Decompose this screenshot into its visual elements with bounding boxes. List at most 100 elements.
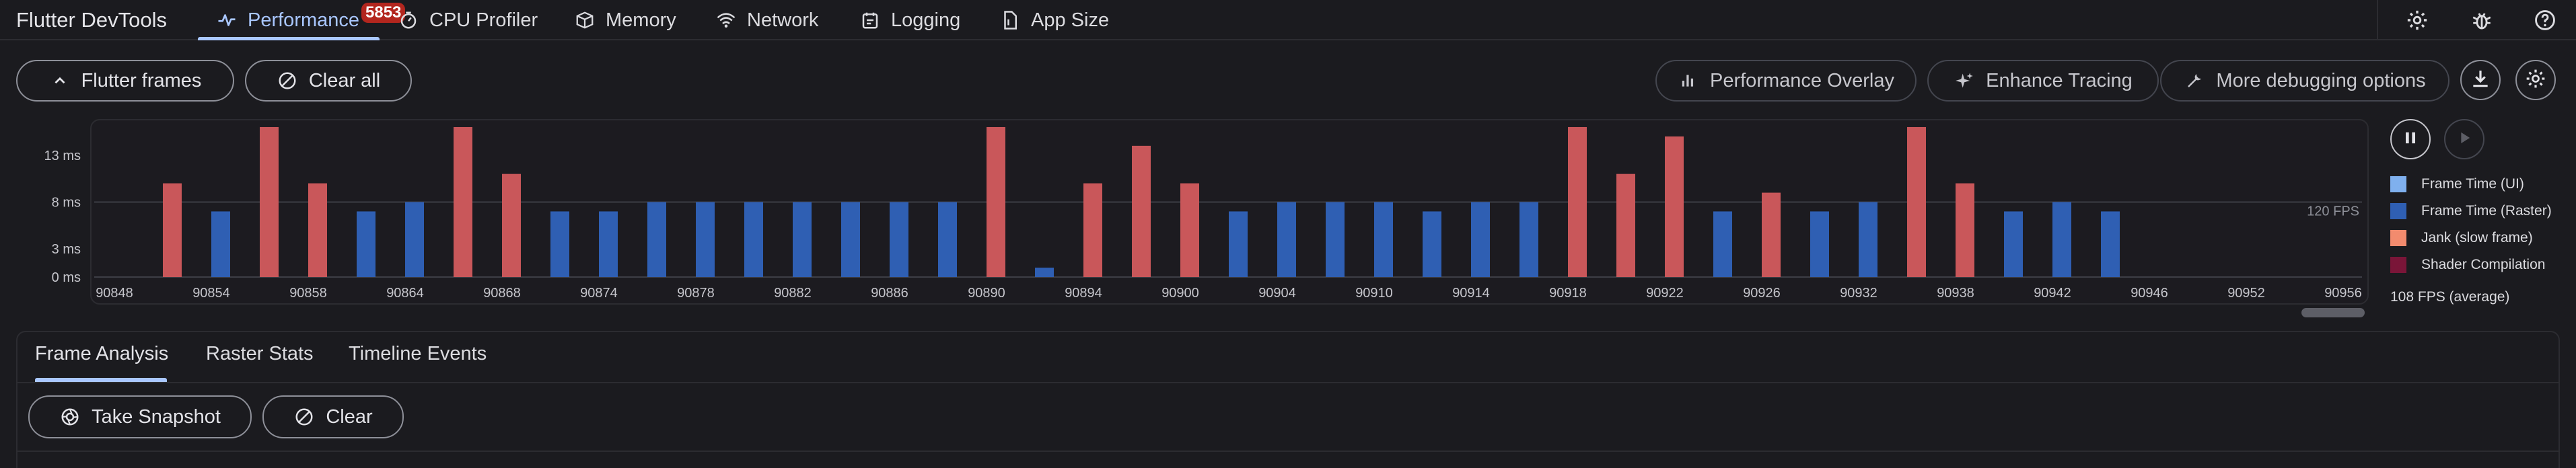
- jank-frame-bar: [1568, 126, 1587, 277]
- resume-button[interactable]: [2444, 119, 2484, 159]
- x-tick-label: 90900: [1161, 286, 1199, 301]
- legend-label: Jank (slow frame): [2421, 230, 2533, 245]
- chart-scrollbar[interactable]: [2301, 308, 2365, 317]
- bug-icon[interactable]: [2468, 7, 2495, 34]
- tab-performance[interactable]: Performance: [215, 0, 359, 40]
- x-tick-label: 90918: [1549, 286, 1587, 301]
- chart-settings-button[interactable]: [2515, 60, 2556, 100]
- x-tick-label: 90858: [289, 286, 327, 301]
- block-icon: [277, 70, 298, 91]
- tab-raster-stats[interactable]: Raster Stats: [206, 343, 314, 364]
- tab-timeline-events[interactable]: Timeline Events: [349, 343, 487, 364]
- y-tick-label: 13 ms: [44, 149, 81, 163]
- frame-bar: [1326, 202, 1345, 277]
- pause-icon: [2401, 128, 2420, 151]
- frame-bar: [1859, 202, 1877, 277]
- x-tick-label: 90878: [677, 286, 715, 301]
- x-tick-label: 90914: [1452, 286, 1490, 301]
- jank-frame-bar: [260, 126, 279, 277]
- legend-swatch: [2390, 176, 2406, 192]
- enhance-tracing-label: Enhance Tracing: [1986, 69, 2133, 91]
- frames-chart: 13 ms 8 ms 3 ms 0 ms 120 FPS 90848 90854 90858 9…: [44, 126, 2362, 301]
- legend-swatch: [2390, 257, 2406, 273]
- timer-icon: [397, 9, 420, 32]
- jank-frame-bar: [1907, 126, 1926, 277]
- flutter-frames-label: Flutter frames: [81, 69, 202, 91]
- frame-bar: [1229, 211, 1248, 277]
- x-tick-label: 90854: [192, 286, 230, 301]
- frame-bar: [1277, 202, 1296, 277]
- x-tick-label: 90886: [871, 286, 908, 301]
- take-snapshot-button[interactable]: Take Snapshot: [28, 395, 252, 438]
- pause-button[interactable]: [2390, 119, 2431, 159]
- jank-frame-bar: [1762, 192, 1781, 277]
- x-tick-label: 90848: [96, 286, 133, 301]
- y-tick-label: 0 ms: [52, 270, 81, 285]
- frame-bar: [1374, 202, 1393, 277]
- frame-bar: [2052, 202, 2071, 277]
- frame-bar: [2004, 211, 2023, 277]
- tab-app-size[interactable]: App Size: [999, 0, 1109, 40]
- frame-bar: [1035, 268, 1054, 277]
- performance-badge: 5853: [361, 3, 406, 23]
- legend-label: Frame Time (UI): [2421, 176, 2524, 192]
- tab-label: Network: [747, 9, 819, 31]
- performance-overlay-button[interactable]: Performance Overlay: [1655, 60, 1917, 102]
- jank-frame-bar: [1956, 183, 1974, 277]
- settings-icon[interactable]: [2404, 7, 2431, 34]
- more-debugging-options-button[interactable]: More debugging options: [2160, 60, 2449, 102]
- chevron-up-icon: [49, 70, 71, 91]
- tab-logging[interactable]: Logging: [859, 0, 960, 40]
- frame-analysis-panel: [16, 331, 2560, 468]
- x-tick-label: 90894: [1065, 286, 1102, 301]
- divider: [17, 382, 2559, 383]
- tab-label: Performance: [248, 9, 360, 31]
- clear-button[interactable]: Clear: [262, 395, 404, 438]
- frame-bar: [1713, 211, 1732, 277]
- export-button[interactable]: [2460, 60, 2501, 100]
- jank-frame-bar: [987, 126, 1005, 277]
- frame-bar: [793, 202, 812, 277]
- tab-label: Logging: [891, 9, 961, 31]
- jank-frame-bar: [1132, 145, 1151, 277]
- tab-network[interactable]: Network: [715, 0, 818, 40]
- clear-all-label: Clear all: [308, 69, 381, 91]
- performance-overlay-label: Performance Overlay: [1710, 69, 1894, 91]
- tab-cpu-profiler[interactable]: CPU Profiler: [397, 0, 538, 40]
- divider: [17, 451, 2559, 452]
- clear-all-button[interactable]: Clear all: [245, 60, 412, 102]
- frame-bar: [938, 202, 957, 277]
- bar-chart-icon: [1678, 70, 1699, 91]
- x-tick-label: 90868: [483, 286, 521, 301]
- help-icon[interactable]: [2532, 7, 2559, 34]
- frame-bar: [357, 211, 375, 277]
- frame-bar: [696, 202, 715, 277]
- active-tab-indicator: [198, 37, 380, 40]
- x-tick-label: 90904: [1258, 286, 1296, 301]
- tab-frame-analysis[interactable]: Frame Analysis: [35, 343, 169, 364]
- x-tick-label: 90926: [1743, 286, 1781, 301]
- clear-label: Clear: [326, 405, 373, 428]
- jank-frame-bar: [1665, 136, 1684, 277]
- legend-swatch: [2390, 230, 2406, 246]
- frame-bar: [1423, 211, 1441, 277]
- frame-bar: [744, 202, 763, 277]
- legend-label: Frame Time (Raster): [2421, 203, 2552, 219]
- enhance-tracing-button[interactable]: Enhance Tracing: [1927, 60, 2159, 102]
- tab-memory[interactable]: Memory: [573, 0, 676, 40]
- x-tick-label: 90864: [386, 286, 424, 301]
- logging-icon: [859, 9, 882, 32]
- jank-frame-bar: [454, 126, 472, 277]
- download-icon: [2470, 68, 2491, 93]
- frame-bar: [841, 202, 860, 277]
- play-icon: [2455, 128, 2474, 151]
- x-tick-label: 90946: [2131, 286, 2168, 301]
- frame-bar: [647, 202, 666, 277]
- jank-frame-bar: [308, 183, 327, 277]
- divider: [2377, 0, 2378, 40]
- y-tick-label: 8 ms: [52, 195, 81, 210]
- x-tick-label: 90956: [2324, 286, 2362, 301]
- flutter-frames-button[interactable]: Flutter frames: [16, 60, 234, 102]
- x-tick-label: 90910: [1355, 286, 1393, 301]
- tab-label: App Size: [1031, 9, 1110, 31]
